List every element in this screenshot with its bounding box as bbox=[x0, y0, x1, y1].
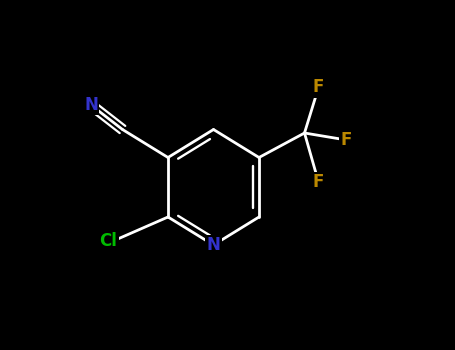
Text: Cl: Cl bbox=[100, 232, 117, 251]
Text: N: N bbox=[84, 96, 98, 114]
Text: F: F bbox=[313, 78, 324, 97]
Text: F: F bbox=[341, 131, 352, 149]
Text: N: N bbox=[207, 236, 220, 254]
Text: F: F bbox=[313, 173, 324, 191]
